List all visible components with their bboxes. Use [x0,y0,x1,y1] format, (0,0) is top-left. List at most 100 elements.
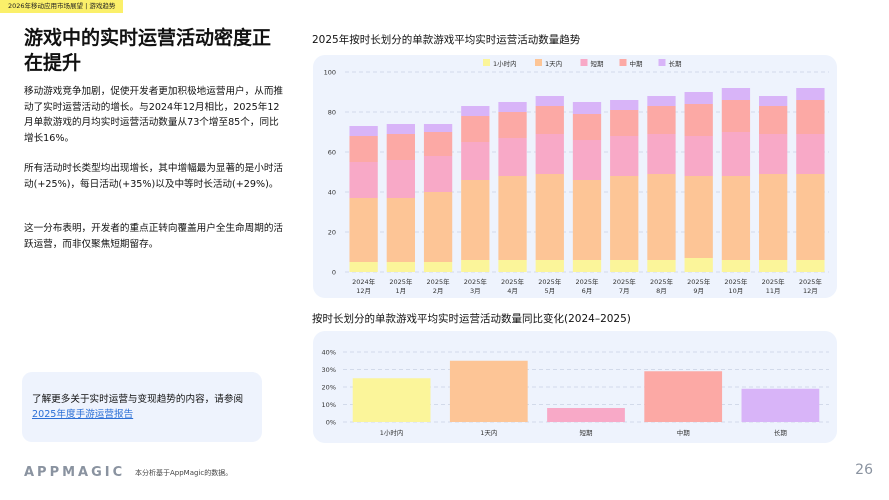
x-tick-year-5: 2025年 [538,277,562,286]
bar-7-3 [610,110,639,136]
bar-8-0 [647,260,676,272]
y-tick-2: 20% [322,384,336,392]
x-tick-4: 长期 [774,428,788,437]
bar-6-2 [572,140,602,180]
y-tick-0: 0 [332,269,336,277]
bar-12-2 [796,134,825,174]
bar-4-1 [498,176,527,260]
bar-12-0 [796,260,825,272]
bar-7-4 [610,100,639,110]
x-tick-year-1: 2025年 [389,277,413,286]
bar-3 [644,371,723,422]
bar-9-0 [684,258,713,272]
x-tick-month-2: 2月 [433,287,444,295]
chart2-svg: 0% 10% 20% 30% 40% 1小时内 1天内 短期 中期 长期 [322,349,829,437]
bar-3-0 [461,260,490,272]
bar-1-3 [386,134,415,160]
bar-5-4 [535,96,564,106]
y-tick-5: 100 [324,69,336,77]
bar-1-4 [386,124,415,134]
bar-4-2 [498,138,527,176]
y-tick-3: 60 [328,149,336,157]
bar-11-2 [759,134,788,174]
legend-label-2: 短期 [591,59,605,68]
bar-3-1 [461,180,490,260]
bar-3-4 [461,106,490,116]
legend-label-1: 1天内 [545,59,562,68]
bar-7-0 [610,260,639,272]
x-tick-month-6: 6月 [582,287,593,295]
y-tick-2: 40 [328,189,336,197]
bar-10-1 [721,176,751,260]
x-tick-year-7: 2025年 [613,277,637,286]
bar-12-4 [796,88,825,100]
bar-0-0 [349,262,378,272]
x-tick-month-4: 4月 [507,287,518,295]
appmagic-logo: APPMAGIC [24,465,126,480]
bar-5-0 [535,260,564,272]
y-tick-1: 20 [328,229,336,237]
x-tick-0: 1小时内 [380,428,404,437]
bar-0-1 [349,198,378,262]
paragraph-intro: 移动游戏竞争加剧，促使开发者更加积极地运营用户，从而推动了实时运营活动的增长。与… [24,86,284,144]
legend-swatch-1 [535,59,542,66]
bar-7-2 [610,136,639,176]
bar-6-0 [572,260,602,272]
x-tick-year-6: 2025年 [575,277,599,286]
x-tick-1: 1天内 [480,428,497,437]
x-tick-month-1: 1月 [396,287,407,295]
chart1-title: 2025年按时长划分的单款游戏平均实时运营活动数量趋势 [312,34,581,46]
x-tick-month-5: 5月 [544,287,555,295]
chart1-svg: 1小时内 1天内 短期 中期 长期0204060801002024年12月2025年1月… [324,59,829,295]
bar-5-2 [535,134,564,174]
bar-4-3 [498,112,527,138]
report-callout: 了解更多关于实时运营与变现趋势的内容，请参阅 2025年度手游运营报告 [22,372,262,442]
bar-3-2 [461,142,490,180]
bar-8-4 [647,96,676,106]
report-link[interactable]: 2025年度手游运营报告 [32,409,134,420]
bar-2-0 [423,262,453,272]
x-tick-3: 中期 [677,428,691,437]
x-tick-month-9: 9月 [693,287,704,295]
bar-12-1 [796,174,825,260]
bar-1-0 [386,262,415,272]
x-tick-2: 短期 [580,428,594,437]
y-tick-3: 30% [322,366,336,374]
bar-0-4 [349,126,378,136]
bar-1-1 [386,198,415,262]
y-tick-1: 10% [322,401,336,409]
legend-swatch-2 [580,59,588,66]
bar-9-4 [684,92,713,104]
bar-12-3 [796,100,825,134]
bar-9-1 [684,176,713,258]
page-title: 游戏中的实时运营活动密度正在提升 [24,27,272,74]
bar-1-2 [386,160,415,198]
chart2-title: 按时长划分的单款游戏平均实时运营活动数量同比变化(2024–2025) [312,313,631,325]
chart2-panel: 0% 10% 20% 30% 40% 1小时内 1天内 短期 中期 长期 [313,331,837,443]
bar-8-3 [647,106,676,134]
x-tick-year-8: 2025年 [650,277,674,286]
bar-1 [449,360,528,422]
bar-5-1 [535,174,564,260]
x-tick-year-0: 2024年 [352,277,376,286]
bar-11-1 [759,174,788,260]
bar-4-4 [498,102,527,112]
legend-swatch-0 [483,59,490,66]
bar-4 [741,388,820,422]
bar-10-3 [721,100,751,132]
bar-4-0 [498,260,527,272]
y-tick-0: 0% [326,419,336,427]
y-tick-4: 80 [328,109,336,117]
callout-text: 了解更多关于实时运营与变现趋势的内容，请参阅 [32,394,244,405]
x-tick-year-3: 2025年 [464,277,488,286]
bar-6-1 [572,180,602,260]
bar-11-0 [759,260,788,272]
x-tick-year-11: 2025年 [762,277,786,286]
bar-5-3 [535,106,564,134]
bar-2 [547,408,625,422]
chart1-panel: 1小时内 1天内 短期 中期 长期 0 20 40 60 80 100 2024年 12月 2025年 1月… [313,55,837,298]
bar-2-3 [423,132,453,156]
bar-10-4 [721,88,751,100]
bar-2-2 [423,156,453,192]
x-tick-month-12: 12月 [803,287,818,295]
